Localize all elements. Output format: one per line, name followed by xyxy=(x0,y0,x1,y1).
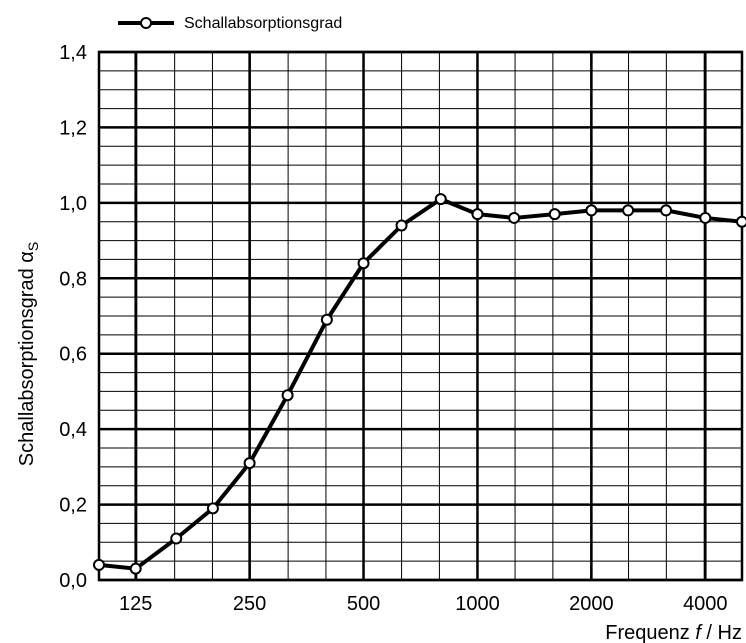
plot-frame xyxy=(97,50,744,582)
legend-label: Schallabsorptionsgrad xyxy=(184,15,342,32)
data-point xyxy=(585,204,598,217)
data-point xyxy=(170,532,183,545)
data-point xyxy=(320,313,333,326)
y-tick-label: 0,8 xyxy=(59,268,87,290)
y-axis-title: Schallabsorptionsgrad αS xyxy=(16,242,41,466)
data-point xyxy=(736,215,746,228)
data-point xyxy=(622,204,635,217)
x-axis-title-var: f xyxy=(695,622,703,643)
y-tick-label: 1,4 xyxy=(59,42,87,64)
y-axis-title-subscript: S xyxy=(25,242,41,251)
x-axis-title-pre: Frequenz xyxy=(605,622,695,643)
legend: Schallabsorptionsgrad xyxy=(118,15,342,32)
grid-minor xyxy=(98,51,743,581)
data-point xyxy=(548,208,561,221)
y-tick-label: 0,4 xyxy=(59,419,87,441)
x-axis-title-post: / Hz xyxy=(701,622,742,643)
data-point xyxy=(508,211,521,224)
grid-major xyxy=(97,50,744,582)
x-tick-label: 500 xyxy=(347,593,380,615)
data-point xyxy=(699,211,712,224)
y-tick-labels: 0,0 0,2 0,4 0,6 0,8 1,0 1,2 1,4 xyxy=(59,42,87,592)
data-point xyxy=(660,204,673,217)
x-tick-label: 1000 xyxy=(455,593,500,615)
legend-marker xyxy=(140,17,152,29)
data-point xyxy=(93,558,105,571)
x-tick-label: 4000 xyxy=(683,593,728,615)
data-point xyxy=(395,219,408,232)
y-axis-title-main: Schallabsorptionsgrad α xyxy=(16,251,38,466)
x-tick-labels: 125 250 500 1000 2000 4000 xyxy=(119,593,728,615)
y-tick-label: 0,6 xyxy=(59,344,87,366)
data-point xyxy=(243,457,256,470)
x-tick-label: 125 xyxy=(119,593,152,615)
series-layer xyxy=(93,193,746,575)
y-tick-label: 1,0 xyxy=(59,193,87,215)
data-point xyxy=(129,562,142,575)
x-axis-title: Frequenz f / Hz xyxy=(605,622,742,643)
data-point xyxy=(434,193,447,206)
x-tick-label: 250 xyxy=(233,593,266,615)
data-point xyxy=(206,502,219,515)
data-point xyxy=(281,389,294,402)
x-tick-label: 2000 xyxy=(569,593,614,615)
y-tick-label: 1,2 xyxy=(59,117,87,139)
series-line xyxy=(98,197,743,571)
y-tick-label: 0,2 xyxy=(59,495,87,517)
y-tick-label: 0,0 xyxy=(59,570,87,592)
data-point xyxy=(357,257,370,270)
data-point xyxy=(471,208,484,221)
